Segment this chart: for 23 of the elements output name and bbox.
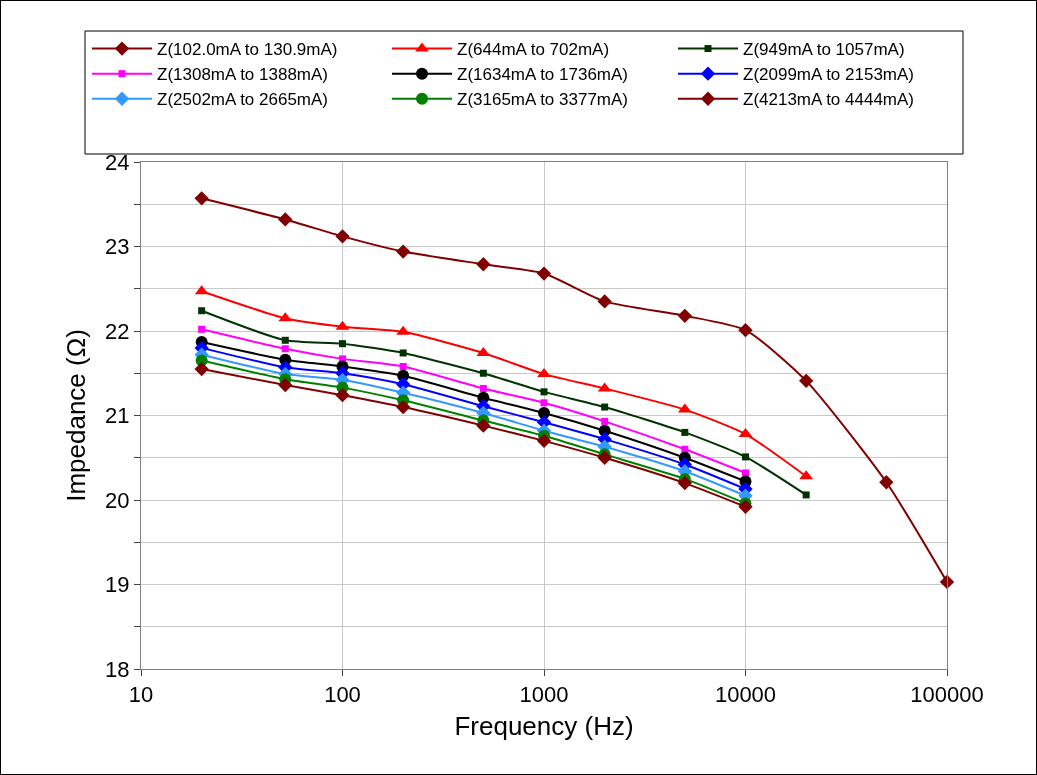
y-tick-label: 21 — [105, 403, 130, 429]
legend-label: Z(2502mA to 2665mA) — [157, 90, 329, 110]
legend-label: Z(1308mA to 1388mA) — [157, 65, 329, 85]
legend-label: Z(102.0mA to 130.9mA) — [157, 40, 338, 60]
y-tick-label: 20 — [105, 487, 130, 513]
y-axis-title: Impedance (Ω) — [60, 329, 91, 502]
x-tick-label: 10 — [128, 682, 154, 708]
x-axis-title: Frequency (Hz) — [454, 711, 634, 742]
x-tick-label: 100 — [324, 682, 361, 708]
legend-label: Z(2099mA to 2153mA) — [743, 65, 915, 85]
y-tick-label: 19 — [105, 572, 130, 598]
legend-label: Z(949mA to 1057mA) — [743, 40, 905, 60]
legend-label: Z(3165mA to 3377mA) — [457, 90, 629, 110]
x-tick-label: 1000 — [519, 682, 569, 708]
y-tick-label: 18 — [105, 656, 130, 682]
legend-label: Z(4213mA to 4444mA) — [743, 90, 915, 110]
x-tick-label: 10000 — [714, 682, 777, 708]
y-tick-label: 24 — [105, 149, 130, 175]
legend-label: Z(644mA to 702mA) — [457, 40, 610, 60]
x-tick-label: 100000 — [910, 682, 984, 708]
y-tick-label: 22 — [105, 318, 130, 344]
legend-label: Z(1634mA to 1736mA) — [457, 65, 629, 85]
y-tick-label: 23 — [105, 234, 130, 260]
